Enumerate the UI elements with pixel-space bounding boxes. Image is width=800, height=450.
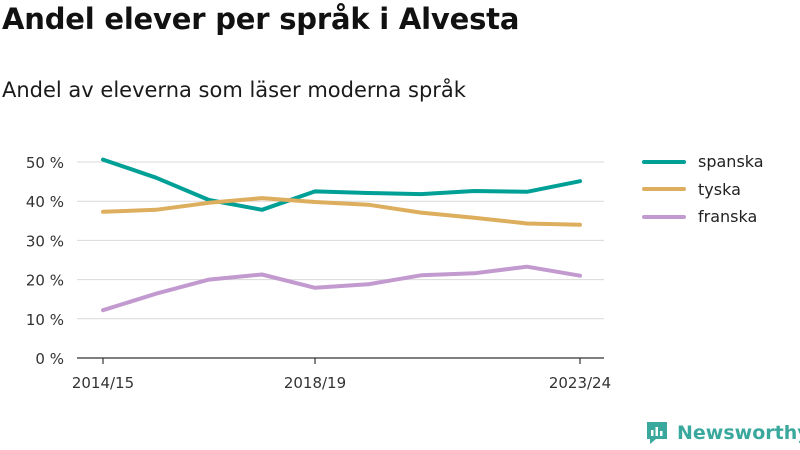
legend: spanska tyska franska <box>642 148 764 231</box>
x-tick-label: 2014/15 <box>72 374 134 392</box>
legend-item-spanska: spanska <box>642 148 764 176</box>
legend-swatch <box>642 187 686 192</box>
chart-title: Andel elever per språk i Alvesta <box>2 2 520 36</box>
chart-subtitle: Andel av eleverna som läser moderna språ… <box>2 78 466 102</box>
y-tick-label: 10 % <box>26 311 64 329</box>
legend-item-franska: franska <box>642 203 764 231</box>
legend-label: spanska <box>698 152 764 172</box>
series-line-franska <box>101 264 582 313</box>
brand-name: Newsworthy <box>677 422 800 444</box>
series-line-spanska <box>101 157 582 212</box>
y-tick-label: 30 % <box>26 232 64 250</box>
legend-swatch <box>642 159 686 164</box>
x-tick-label: 2023/24 <box>549 374 611 392</box>
legend-item-tyska: tyska <box>642 176 764 204</box>
y-tick-label: 0 % <box>35 350 64 368</box>
y-tick-label: 50 % <box>26 154 64 172</box>
legend-label: franska <box>698 207 758 227</box>
y-tick-label: 20 % <box>26 272 64 290</box>
y-tick-label: 40 % <box>26 193 64 211</box>
brand-logo: Newsworthy <box>645 420 800 446</box>
series-line-tyska <box>101 196 582 227</box>
legend-label: tyska <box>698 179 741 199</box>
newsworthy-logo-icon <box>647 422 667 444</box>
legend-swatch <box>642 214 686 219</box>
x-tick-label: 2018/19 <box>284 374 346 392</box>
